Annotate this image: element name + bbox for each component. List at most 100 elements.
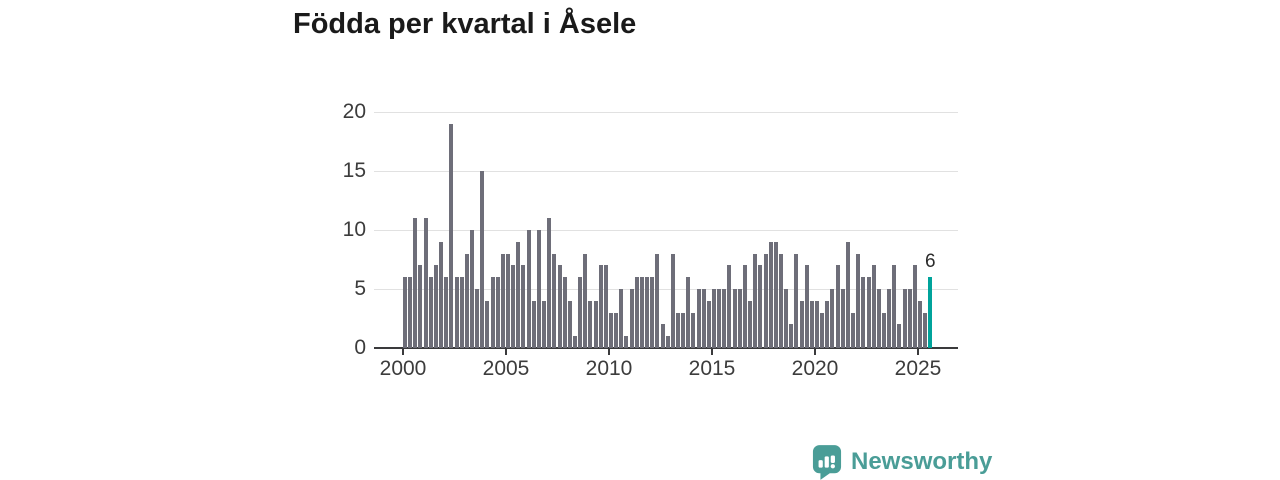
gridline [374, 289, 958, 290]
bar [861, 277, 866, 348]
bar [923, 312, 928, 348]
x-tick [711, 349, 713, 355]
bar [784, 289, 789, 348]
bar [717, 289, 722, 348]
bar [815, 300, 819, 348]
bar [809, 300, 814, 348]
bar [598, 265, 603, 348]
bar [645, 277, 650, 348]
bar [516, 241, 521, 348]
bar [737, 289, 742, 348]
bar [907, 289, 912, 348]
bar [727, 265, 732, 348]
bar [799, 300, 804, 348]
x-tick-label: 2015 [688, 357, 736, 380]
bar [485, 300, 490, 348]
bar [655, 253, 660, 348]
bar [403, 277, 407, 348]
x-tick-label: 2020 [791, 357, 839, 380]
y-tick-label: 15 [342, 159, 366, 182]
bar [768, 241, 773, 348]
bar [820, 312, 825, 348]
bar [547, 218, 552, 348]
y-tick-label: 10 [342, 218, 366, 241]
bar [506, 253, 510, 348]
bar [892, 265, 897, 348]
bar [650, 277, 655, 348]
bar [887, 289, 892, 348]
bar [495, 277, 500, 348]
bar [567, 300, 572, 348]
bar [593, 300, 598, 348]
bar [536, 230, 541, 348]
x-tick [814, 349, 816, 355]
newsworthy-logo[interactable]: Newsworthy [812, 444, 992, 480]
y-tick-label: 5 [354, 277, 366, 300]
bar [758, 265, 763, 348]
bar [881, 312, 886, 348]
bar [778, 253, 783, 348]
bar [475, 289, 480, 348]
bar [603, 265, 608, 348]
bar [871, 265, 876, 348]
gridline [374, 230, 958, 231]
bar [449, 123, 454, 348]
bar [912, 265, 917, 348]
bar [789, 324, 794, 348]
x-tick [608, 349, 610, 355]
bar [557, 265, 562, 348]
bar [428, 277, 433, 348]
y-tick-label: 20 [342, 100, 366, 123]
chart-title: Födda per kvartal i Åsele [293, 8, 637, 40]
bar [526, 230, 531, 348]
bar [897, 324, 902, 348]
bar [454, 277, 459, 348]
bar [629, 289, 634, 348]
bar [681, 312, 686, 348]
newsworthy-icon [812, 444, 842, 480]
bar [588, 300, 593, 348]
bar [614, 312, 619, 348]
bar [825, 300, 830, 348]
bar [624, 336, 629, 348]
bar [511, 265, 516, 348]
bar [433, 265, 438, 348]
bar [701, 289, 706, 348]
bar [670, 253, 675, 348]
bar [804, 265, 809, 348]
bar [423, 218, 428, 348]
x-tick-label: 2000 [379, 357, 427, 380]
bar [609, 312, 613, 348]
x-tick [402, 349, 404, 355]
bar [578, 277, 583, 348]
bar [542, 300, 547, 348]
bar [500, 253, 505, 348]
bar [753, 253, 758, 348]
bar [439, 241, 444, 348]
bar [480, 171, 485, 348]
bar [763, 253, 768, 348]
x-tick-label: 2010 [585, 357, 633, 380]
bar [748, 300, 753, 348]
bar [918, 300, 922, 348]
bar [830, 289, 835, 348]
bar [722, 289, 727, 348]
bar [408, 277, 413, 348]
bar [902, 289, 907, 348]
bar [712, 289, 716, 348]
y-tick-label: 0 [354, 336, 366, 359]
gridline [374, 112, 958, 113]
bar [840, 289, 845, 348]
bar [521, 265, 526, 348]
x-tick [505, 349, 507, 355]
highlighted-bar-value-label: 6 [925, 251, 936, 273]
bar [876, 289, 881, 348]
bar [583, 253, 588, 348]
bar [856, 253, 861, 348]
bar [665, 336, 670, 348]
x-tick-label: 2025 [894, 357, 942, 380]
bar [418, 265, 423, 348]
bar [706, 300, 711, 348]
bar [845, 241, 850, 348]
bar [686, 277, 691, 348]
